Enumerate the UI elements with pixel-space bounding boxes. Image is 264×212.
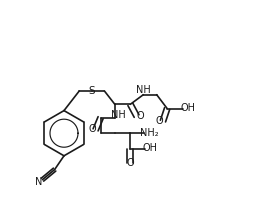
Text: O: O [156,116,163,126]
Text: OH: OH [143,143,158,153]
Text: NH: NH [136,85,151,95]
Text: OH: OH [181,103,196,113]
Text: O: O [136,111,144,121]
Text: N: N [35,177,43,187]
Text: S: S [88,86,95,96]
Text: O: O [88,124,96,134]
Text: O: O [126,158,134,168]
Text: NH: NH [111,110,126,120]
Text: NH₂: NH₂ [140,128,158,138]
